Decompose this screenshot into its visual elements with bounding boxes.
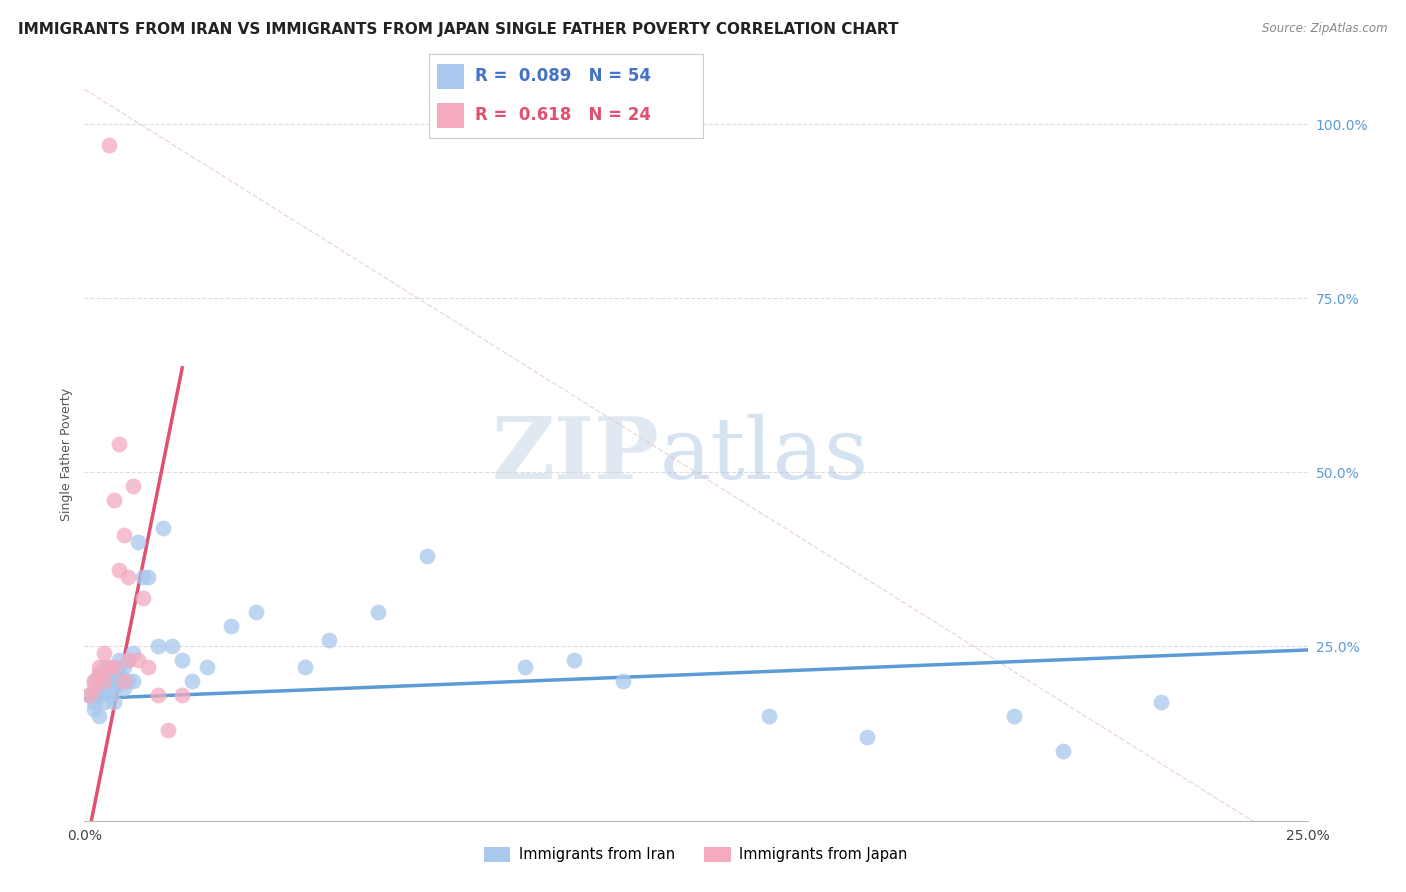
Point xyxy=(107,667,129,681)
Point xyxy=(112,674,135,689)
Point xyxy=(87,709,110,723)
Point xyxy=(103,667,125,681)
Point xyxy=(195,660,218,674)
Point xyxy=(97,660,120,674)
Point xyxy=(83,695,105,709)
Point xyxy=(856,730,879,744)
Point xyxy=(87,674,110,689)
Point xyxy=(245,605,267,619)
FancyBboxPatch shape xyxy=(437,103,464,128)
Point xyxy=(107,563,129,577)
Text: R =  0.618   N = 24: R = 0.618 N = 24 xyxy=(475,106,651,124)
Point xyxy=(122,647,145,661)
Point xyxy=(1002,709,1025,723)
Point xyxy=(97,681,120,696)
Point xyxy=(77,688,100,702)
Point xyxy=(132,570,155,584)
Point xyxy=(93,695,115,709)
Point xyxy=(136,660,159,674)
Point xyxy=(83,702,105,716)
Point xyxy=(1150,695,1173,709)
Point xyxy=(146,688,169,702)
Point xyxy=(103,681,125,696)
FancyBboxPatch shape xyxy=(437,63,464,89)
Point xyxy=(83,674,105,689)
Point xyxy=(1052,744,1074,758)
Point xyxy=(132,591,155,605)
Point xyxy=(294,660,316,674)
Point xyxy=(87,688,110,702)
Point xyxy=(103,660,125,674)
Point xyxy=(162,640,184,654)
Text: atlas: atlas xyxy=(659,413,869,497)
Point xyxy=(107,660,129,674)
Point xyxy=(117,653,139,667)
Legend: Immigrants from Iran, Immigrants from Japan: Immigrants from Iran, Immigrants from Ja… xyxy=(478,841,914,868)
Point xyxy=(103,674,125,689)
Point xyxy=(87,681,110,696)
Point xyxy=(103,493,125,508)
Point xyxy=(83,674,105,689)
Point xyxy=(416,549,439,563)
Text: IMMIGRANTS FROM IRAN VS IMMIGRANTS FROM JAPAN SINGLE FATHER POVERTY CORRELATION : IMMIGRANTS FROM IRAN VS IMMIGRANTS FROM … xyxy=(18,22,898,37)
Y-axis label: Single Father Poverty: Single Father Poverty xyxy=(60,388,73,522)
Point xyxy=(107,437,129,451)
Point xyxy=(172,653,194,667)
Point xyxy=(136,570,159,584)
Point xyxy=(758,709,780,723)
Point xyxy=(612,674,634,689)
Point xyxy=(93,660,115,674)
Point xyxy=(117,570,139,584)
Point xyxy=(172,688,194,702)
Point xyxy=(93,681,115,696)
Point xyxy=(83,681,105,696)
Point xyxy=(127,535,149,549)
Point xyxy=(97,688,120,702)
Point xyxy=(93,647,115,661)
Point xyxy=(87,667,110,681)
Point xyxy=(122,674,145,689)
Point xyxy=(97,674,120,689)
Point xyxy=(117,653,139,667)
Point xyxy=(367,605,389,619)
Point xyxy=(77,688,100,702)
Point xyxy=(97,667,120,681)
Point xyxy=(97,137,120,152)
Point xyxy=(152,521,174,535)
Point xyxy=(112,528,135,542)
Point xyxy=(127,653,149,667)
Text: ZIP: ZIP xyxy=(492,413,659,497)
Point xyxy=(93,674,115,689)
Point xyxy=(146,640,169,654)
Point xyxy=(562,653,585,667)
Point xyxy=(107,653,129,667)
Point xyxy=(117,674,139,689)
Point xyxy=(87,667,110,681)
Point xyxy=(112,681,135,696)
Point xyxy=(219,618,242,632)
Text: Source: ZipAtlas.com: Source: ZipAtlas.com xyxy=(1263,22,1388,36)
Point xyxy=(103,695,125,709)
Point xyxy=(87,660,110,674)
Point xyxy=(93,674,115,689)
Text: R =  0.089   N = 54: R = 0.089 N = 54 xyxy=(475,68,651,86)
Point xyxy=(156,723,179,737)
Point xyxy=(122,479,145,493)
Point xyxy=(318,632,340,647)
Point xyxy=(112,674,135,689)
Point xyxy=(112,660,135,674)
Point xyxy=(181,674,204,689)
Point xyxy=(513,660,536,674)
